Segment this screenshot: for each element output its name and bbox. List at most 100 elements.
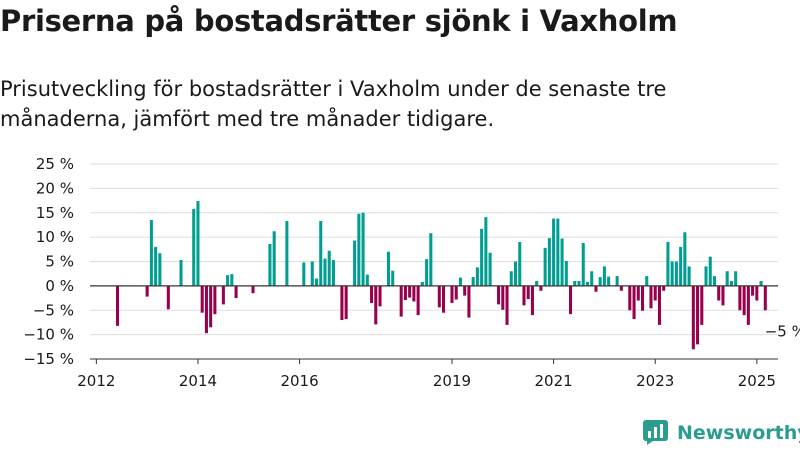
- y-tick-label: 25 %: [36, 155, 74, 173]
- bar: [729, 281, 733, 286]
- y-tick-label: −10 %: [23, 326, 74, 344]
- bar: [657, 285, 661, 325]
- bar: [251, 285, 255, 294]
- bar: [539, 285, 543, 291]
- y-tick-label: −15 %: [23, 350, 74, 368]
- chart-subtitle: Prisutveckling för bostadsrätter i Vaxho…: [0, 77, 667, 131]
- bar: [323, 258, 327, 286]
- bar: [192, 208, 196, 286]
- bar: [378, 285, 382, 307]
- bar: [645, 276, 649, 286]
- bar: [471, 277, 475, 286]
- bar: [179, 260, 183, 286]
- bar: [552, 218, 556, 286]
- bar: [475, 267, 479, 286]
- bar: [518, 242, 522, 286]
- bar: [742, 285, 746, 316]
- bar: [158, 253, 162, 286]
- x-tick-label: 2012: [77, 372, 115, 390]
- x-tick-label: 2016: [280, 372, 318, 390]
- bar: [484, 217, 488, 286]
- bar: [721, 285, 725, 306]
- bar: [154, 246, 158, 286]
- bar: [636, 285, 640, 301]
- bar: [712, 276, 717, 286]
- bar: [213, 285, 217, 315]
- bar: [200, 285, 204, 313]
- bar: [310, 261, 314, 286]
- bar: [717, 285, 721, 301]
- bar: [509, 271, 513, 286]
- bar: [365, 274, 369, 286]
- bar: [442, 285, 446, 313]
- bar: [632, 285, 636, 320]
- bar: [234, 285, 238, 299]
- bar: [272, 231, 276, 286]
- bar: [116, 285, 120, 326]
- bar: [166, 285, 170, 310]
- bar: [738, 285, 742, 311]
- bar: [547, 238, 551, 286]
- y-tick-label: −5 %: [33, 301, 74, 319]
- x-tick-label: 2025: [738, 372, 776, 390]
- y-tick-label: 20 %: [36, 179, 74, 197]
- bar: [590, 271, 594, 286]
- bar: [353, 240, 357, 286]
- bar: [209, 285, 213, 328]
- y-tick-label: 5 %: [45, 253, 74, 271]
- bar: [450, 285, 454, 303]
- last-value-label: −5 %: [765, 322, 800, 340]
- bar: [628, 285, 632, 311]
- y-tick-label: 15 %: [36, 204, 74, 222]
- bar: [640, 285, 645, 311]
- bar: [560, 238, 564, 286]
- bar: [607, 276, 611, 286]
- bar: [408, 285, 412, 298]
- bar: [708, 256, 712, 286]
- bar: [314, 278, 319, 286]
- bar: [751, 285, 755, 296]
- bar: [615, 276, 619, 286]
- y-tick-label: 0 %: [45, 277, 74, 295]
- bar: [145, 285, 149, 297]
- bar: [488, 252, 492, 286]
- chart-title: Priserna på bostadsrätter sjönk i Vaxhol…: [0, 4, 678, 38]
- bar: [221, 285, 225, 305]
- bar: [581, 242, 585, 286]
- bar: [416, 285, 420, 316]
- bar: [704, 266, 708, 286]
- bar: [403, 285, 407, 301]
- bar: [564, 261, 568, 286]
- bar: [746, 285, 750, 325]
- brand-name: Newsworthy: [677, 421, 800, 444]
- bar: [653, 285, 657, 301]
- bar: [649, 285, 653, 309]
- bar: [577, 281, 581, 286]
- bar: [204, 285, 208, 334]
- x-tick-label: 2021: [535, 372, 573, 390]
- bar: [399, 285, 403, 317]
- bar: [598, 277, 602, 286]
- bar: [463, 285, 467, 296]
- bar: [602, 266, 606, 286]
- bar: [480, 228, 484, 286]
- newsworthy-logo[interactable]: Newsworthy: [643, 420, 800, 445]
- y-tick-label: 10 %: [36, 228, 74, 246]
- bar: [569, 285, 573, 315]
- bar: [666, 242, 670, 286]
- bar: [759, 281, 763, 286]
- bar: [696, 285, 700, 345]
- bar: [763, 285, 767, 311]
- bar: [526, 285, 530, 300]
- bar: [285, 221, 289, 286]
- bar: [391, 270, 395, 286]
- bar: [454, 285, 458, 300]
- bar: [149, 220, 153, 286]
- bar: [505, 285, 509, 325]
- bar: [683, 232, 687, 286]
- bar: [501, 285, 505, 310]
- x-tick-label: 2019: [433, 372, 471, 390]
- bar: [522, 285, 526, 306]
- bar: [535, 281, 539, 286]
- bar: [467, 285, 471, 318]
